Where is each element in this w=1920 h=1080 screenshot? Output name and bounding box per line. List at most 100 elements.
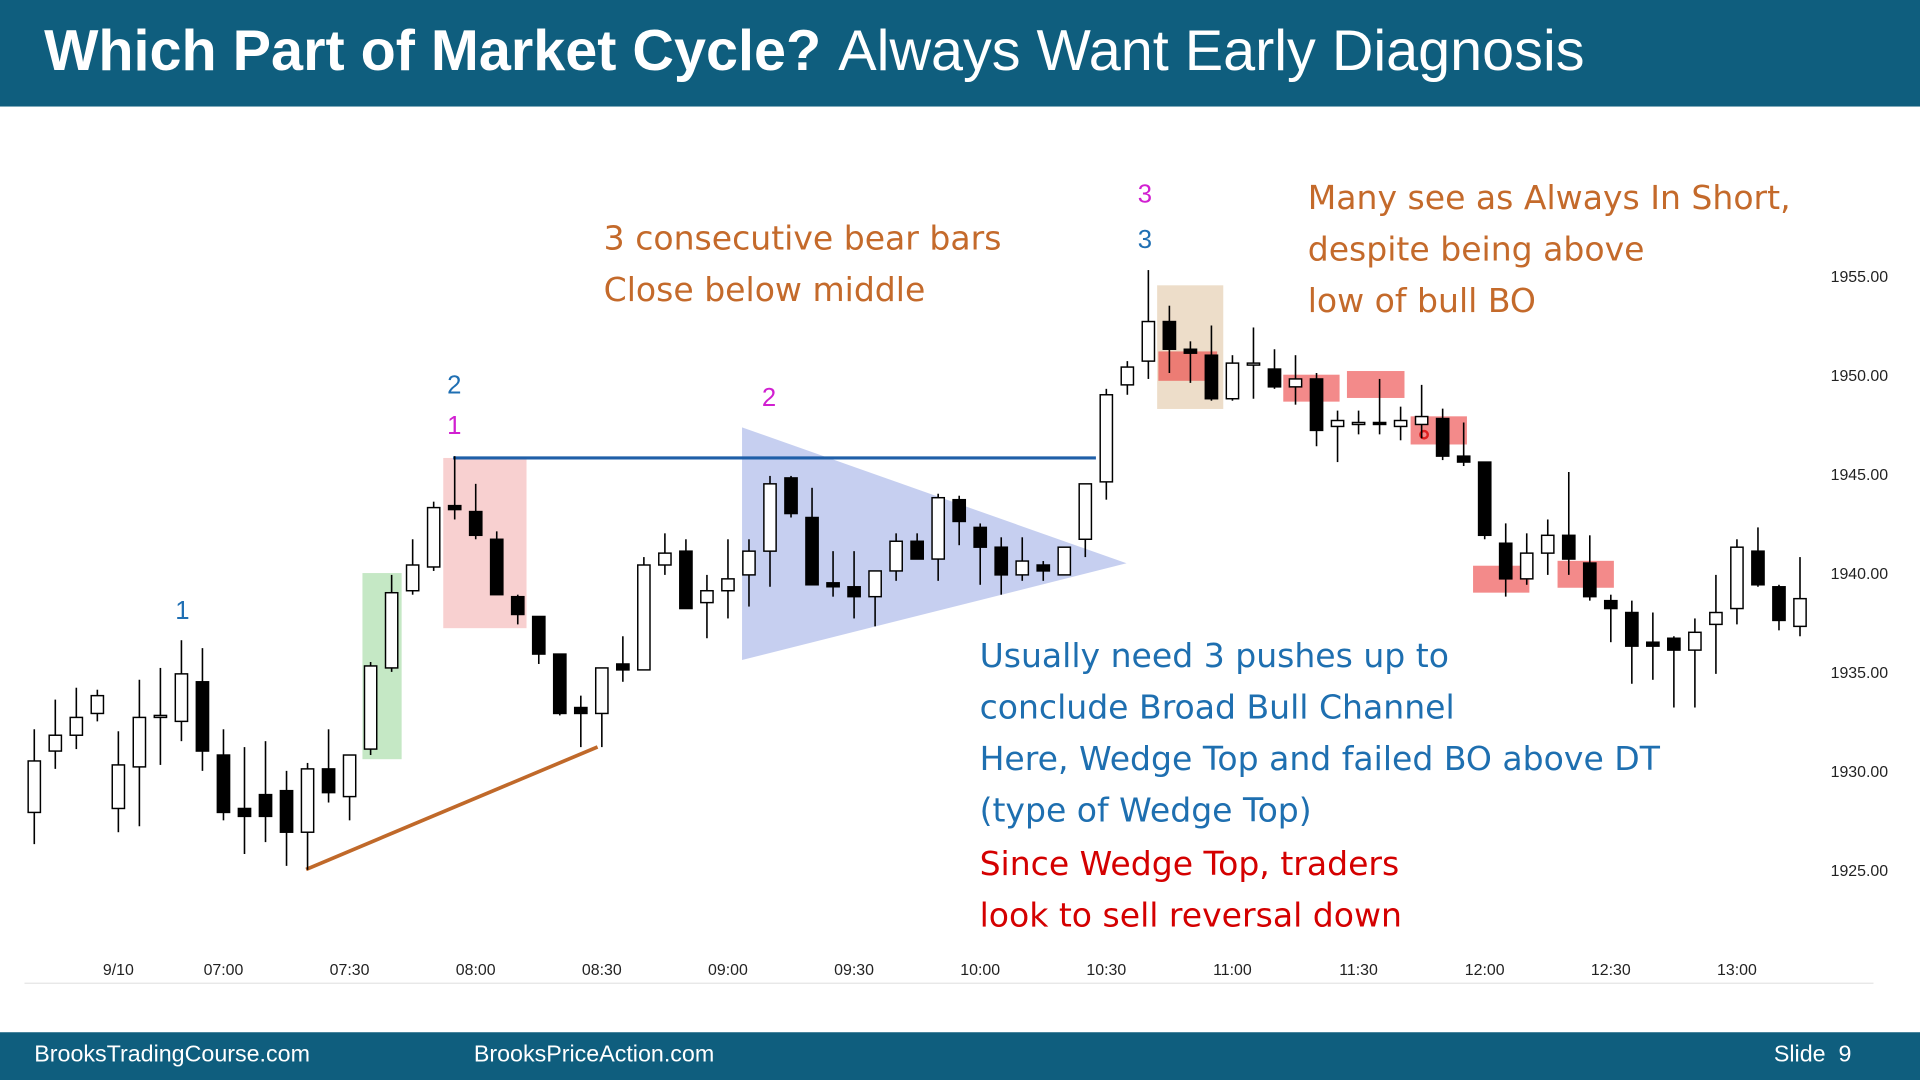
candle-body [615, 663, 630, 671]
slide-number: Slide 9 [1774, 1041, 1852, 1067]
footer-left: BrooksTradingCourse.com [34, 1041, 310, 1067]
candle-body [1730, 546, 1744, 610]
candle-body [258, 793, 273, 818]
candle-body [384, 591, 399, 669]
x-tick-label: 07:00 [204, 962, 244, 979]
annotation-line: Since Wedge Top, traders [980, 844, 1400, 883]
candle-body [405, 564, 420, 592]
x-tick-label: 10:30 [1086, 962, 1126, 979]
candle-body [805, 516, 819, 586]
y-tick-label: 1950.00 [1831, 368, 1889, 385]
y-tick-label: 1930.00 [1831, 764, 1889, 781]
candle-body [1078, 483, 1093, 541]
candle-body [573, 706, 588, 715]
x-tick-label: 11:30 [1339, 962, 1378, 979]
x-tick-label: 07:30 [330, 962, 370, 979]
candle-body [1162, 320, 1177, 350]
candle-body [1603, 599, 1618, 610]
candle-body [1519, 552, 1534, 580]
candle-body [679, 550, 693, 610]
candle-body [1751, 550, 1765, 586]
candle-body [321, 768, 336, 794]
candle-body [1288, 378, 1303, 388]
candle-body [1015, 560, 1030, 576]
x-tick-label: 08:30 [582, 962, 622, 979]
candle-body [279, 789, 294, 833]
candle-body [342, 754, 357, 798]
y-tick-label: 1945.00 [1831, 467, 1889, 484]
push-label: 1 [447, 412, 461, 440]
candle-body [1477, 461, 1492, 537]
candle-body [531, 615, 546, 655]
annotation-line: look to sell reversal down [980, 896, 1402, 935]
candle-body [216, 754, 231, 814]
x-tick-label: 12:00 [1465, 962, 1505, 979]
candle-body [132, 716, 147, 768]
candle-body [637, 564, 651, 671]
candle-body [1099, 394, 1114, 483]
candle-body [489, 538, 504, 596]
candle-body [1057, 546, 1072, 576]
candle-body [1351, 421, 1366, 426]
annotation-line: despite being above [1308, 230, 1645, 269]
candle-body [1183, 348, 1198, 354]
candle-body [27, 760, 42, 814]
candle-body [1204, 354, 1219, 400]
annotation-line: (type of Wedge Top) [980, 790, 1312, 829]
push-label: 2 [762, 384, 776, 412]
candle-body [1646, 641, 1660, 647]
x-tick-label: 08:00 [456, 962, 496, 979]
candle-body [1225, 362, 1240, 400]
candle-body [1120, 366, 1135, 386]
x-tick-label: 12:30 [1591, 962, 1631, 979]
candle-body [952, 498, 967, 523]
candle-body [69, 716, 84, 736]
candle-body [784, 477, 798, 515]
candle-body [931, 496, 946, 560]
candle-body [1267, 368, 1282, 388]
candle-body [1540, 534, 1555, 554]
slide-title: Which Part of Market Cycle? Always Want E… [44, 19, 1584, 83]
candle-body [826, 582, 840, 588]
trend-line [305, 745, 599, 872]
candle-body [973, 526, 988, 548]
candle-body [468, 510, 483, 537]
candle-body [1435, 417, 1450, 457]
header-bar [0, 0, 1920, 107]
x-tick-label: 13:00 [1717, 962, 1757, 979]
y-tick-label: 1925.00 [1831, 863, 1889, 880]
candle-body [300, 768, 315, 833]
sell-zone [1346, 371, 1405, 398]
title-bold: Which Part of Market Cycle? [44, 19, 821, 83]
candle-body [1141, 320, 1156, 362]
candle-body [742, 550, 756, 576]
candle-body [237, 807, 252, 818]
candle-body [363, 665, 378, 750]
push-label: 3 [1138, 181, 1152, 209]
candle-body [1561, 534, 1576, 560]
candle-body [847, 586, 861, 598]
candle-body [195, 681, 210, 752]
y-tick-label: 1955.00 [1831, 269, 1889, 286]
candle-body [1456, 455, 1471, 463]
candle-body [1393, 419, 1408, 428]
candle-body [910, 540, 924, 560]
push-label: 3 [1138, 226, 1152, 254]
candle-body [447, 504, 462, 511]
candle-body [552, 653, 567, 715]
candle-body [594, 667, 609, 715]
footer-bar [0, 1032, 1920, 1080]
push-label: 1 [175, 597, 189, 625]
y-tick-label: 1935.00 [1831, 665, 1889, 682]
annotation-line: low of bull BO [1308, 281, 1536, 320]
candle-body [1330, 419, 1345, 428]
x-tick-label: 09:00 [708, 962, 748, 979]
candle-body [1667, 637, 1681, 651]
candle-body [1372, 421, 1387, 426]
candle-body [90, 694, 105, 715]
candle-body [700, 589, 714, 604]
candle-body [889, 540, 903, 572]
candle-body [426, 506, 441, 568]
x-tick-label: 9/10 [103, 962, 134, 979]
